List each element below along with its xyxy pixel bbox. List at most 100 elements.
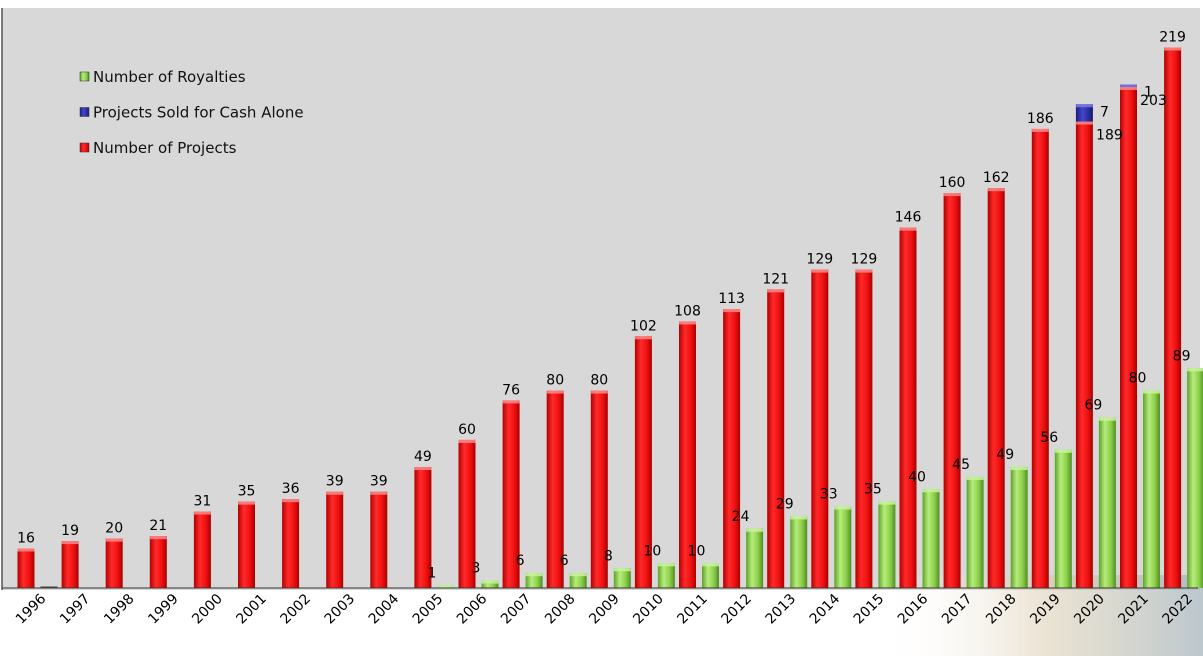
x-tick-label: 2013 bbox=[763, 591, 800, 628]
projects-value-label: 203 bbox=[1140, 93, 1167, 109]
legend-item: Number of Royalties bbox=[80, 68, 246, 86]
projects-value-label: 16 bbox=[17, 531, 35, 547]
projects-bar bbox=[194, 511, 211, 588]
projects-value-label: 35 bbox=[238, 484, 256, 500]
projects-bar bbox=[855, 270, 872, 588]
projects-value-label: 162 bbox=[983, 170, 1010, 186]
royalties-value-label: 3 bbox=[472, 561, 481, 577]
projects-value-label: 76 bbox=[502, 382, 520, 398]
projects-value-label: 39 bbox=[326, 474, 344, 490]
projects-value-label: 31 bbox=[193, 493, 211, 509]
royalties-bar bbox=[658, 563, 675, 588]
projects-value-label: 189 bbox=[1096, 128, 1123, 144]
royalties-value-label: 49 bbox=[996, 447, 1014, 463]
royalties-value-label: 89 bbox=[1173, 348, 1191, 364]
projects-value-label: 108 bbox=[674, 303, 701, 319]
projects-bar bbox=[18, 549, 35, 588]
cash-sold-bar bbox=[1120, 85, 1137, 87]
royalties-value-label: 80 bbox=[1129, 371, 1147, 387]
x-tick-label: 2010 bbox=[630, 591, 667, 628]
projects-bar bbox=[1076, 122, 1093, 588]
royalties-value-label: 1 bbox=[427, 566, 436, 582]
royalties-value-label: 6 bbox=[516, 553, 525, 569]
legend-label: Projects Sold for Cash Alone bbox=[93, 104, 304, 122]
royalties-bar bbox=[526, 573, 543, 588]
x-tick-label: 2004 bbox=[366, 591, 403, 628]
projects-value-label: 219 bbox=[1159, 29, 1186, 45]
projects-value-label: 19 bbox=[61, 523, 79, 539]
x-tick-label: 2001 bbox=[233, 591, 270, 628]
projects-bar bbox=[767, 289, 784, 588]
royalties-bar bbox=[878, 502, 895, 588]
projects-value-label: 186 bbox=[1027, 111, 1054, 127]
legend-swatch bbox=[80, 143, 89, 152]
projects-bar bbox=[988, 188, 1005, 588]
royalties-bar bbox=[790, 516, 807, 588]
royalties-bar bbox=[1143, 391, 1160, 588]
projects-value-label: 36 bbox=[282, 481, 300, 497]
royalties-bar bbox=[1011, 467, 1028, 588]
projects-value-label: 113 bbox=[718, 291, 745, 307]
royalties-value-label: 29 bbox=[776, 496, 794, 512]
royalties-value-label: 40 bbox=[908, 469, 926, 485]
royalties-value-label: 8 bbox=[604, 548, 613, 564]
royalties-bar bbox=[923, 489, 940, 588]
royalties-bar bbox=[967, 477, 984, 588]
projects-value-label: 20 bbox=[105, 521, 123, 537]
x-tick-label: 2011 bbox=[674, 591, 711, 628]
royalties-value-label: 6 bbox=[560, 553, 569, 569]
x-tick-label: 2014 bbox=[807, 591, 844, 628]
projects-bar bbox=[944, 193, 961, 588]
x-tick-label: 1996 bbox=[13, 591, 50, 628]
projects-value-label: 80 bbox=[590, 373, 608, 389]
royalties-bar bbox=[746, 529, 763, 588]
projects-value-label: 160 bbox=[939, 175, 966, 191]
royalties-bar bbox=[570, 573, 587, 588]
x-tick-label: 2008 bbox=[542, 591, 579, 628]
projects-value-label: 146 bbox=[895, 210, 922, 226]
projects-bar bbox=[106, 539, 123, 588]
royalties-bar bbox=[702, 563, 719, 588]
projects-bar bbox=[370, 492, 387, 588]
legend-swatch bbox=[80, 72, 89, 81]
x-tick-label: 2003 bbox=[322, 591, 359, 628]
projects-bar bbox=[900, 228, 917, 588]
royalties-value-label: 56 bbox=[1040, 430, 1058, 446]
x-tick-label: 2000 bbox=[189, 591, 226, 628]
projects-value-label: 39 bbox=[370, 474, 388, 490]
projects-value-label: 129 bbox=[806, 252, 833, 268]
projects-value-label: 80 bbox=[546, 373, 564, 389]
royalties-value-label: 69 bbox=[1084, 398, 1102, 414]
cash-sold-bar bbox=[1076, 104, 1093, 121]
royalties-value-label: 10 bbox=[688, 543, 706, 559]
projects-value-label: 49 bbox=[414, 449, 432, 465]
projects-bar bbox=[238, 502, 255, 588]
royalties-bar bbox=[1187, 368, 1203, 588]
projects-bar bbox=[282, 499, 299, 588]
projects-value-label: 60 bbox=[458, 422, 476, 438]
projects-bar bbox=[811, 270, 828, 588]
royalties-bar bbox=[1099, 418, 1116, 588]
x-tick-label: 1999 bbox=[145, 591, 182, 628]
royalties-value-label: 35 bbox=[864, 482, 882, 498]
legend-item: Number of Projects bbox=[80, 139, 237, 157]
royalties-bar bbox=[834, 507, 851, 588]
x-tick-label: 1997 bbox=[57, 591, 94, 628]
royalties-bar bbox=[1055, 450, 1072, 588]
projects-bar bbox=[326, 492, 343, 588]
royalties-value-label: 45 bbox=[952, 457, 970, 473]
legend-swatch bbox=[80, 108, 89, 117]
royalties-value-label: 33 bbox=[820, 487, 838, 503]
x-tick-label: 2002 bbox=[278, 591, 315, 628]
projects-bar bbox=[1164, 47, 1181, 588]
projects-value-label: 21 bbox=[149, 518, 167, 534]
royalties-value-label: 10 bbox=[643, 543, 661, 559]
projects-bar bbox=[1032, 129, 1049, 588]
projects-bar bbox=[150, 536, 167, 588]
legend-label: Number of Royalties bbox=[93, 68, 246, 86]
projects-bar bbox=[62, 541, 79, 588]
x-tick-label: 2012 bbox=[719, 591, 756, 628]
x-tick-label: 2007 bbox=[498, 591, 535, 628]
